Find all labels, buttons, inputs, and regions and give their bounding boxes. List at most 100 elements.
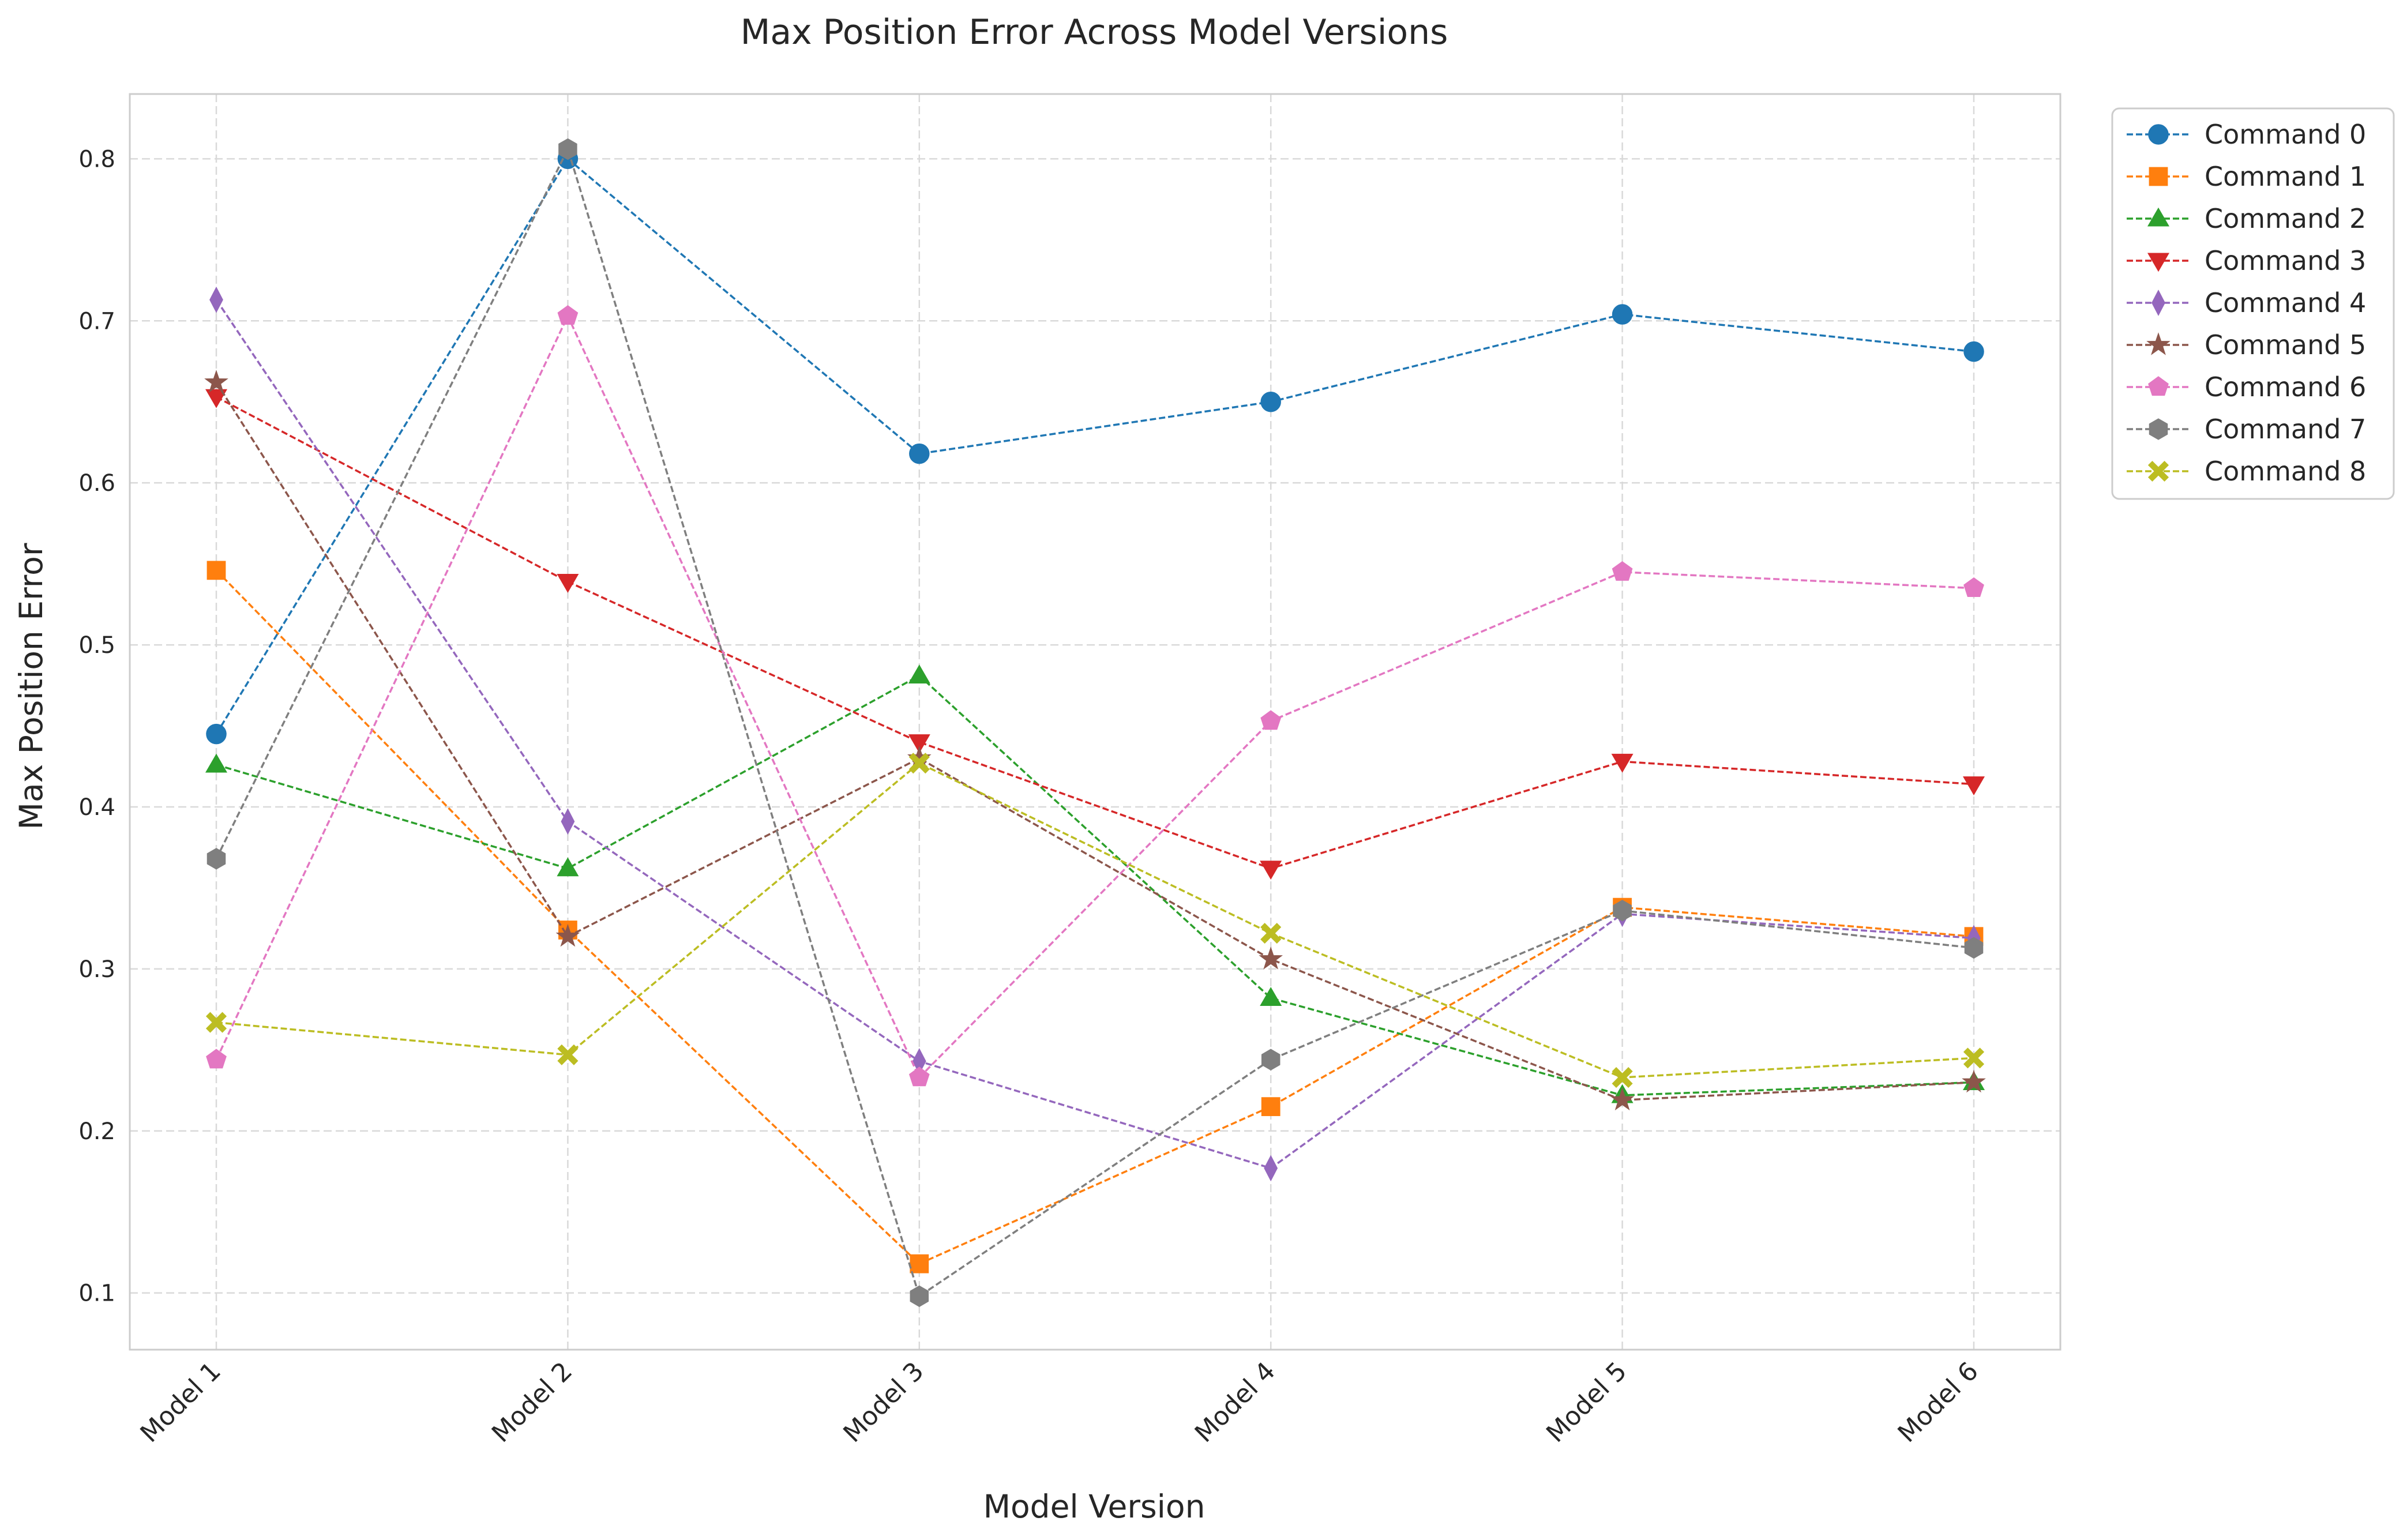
legend-label: Command 4 — [2205, 287, 2366, 318]
data-point — [1612, 304, 1633, 325]
x-tick-label: Model 3 — [838, 1357, 929, 1448]
data-point — [205, 389, 228, 408]
series-line — [215, 146, 1974, 1298]
data-point — [1962, 1069, 1986, 1093]
data-point — [206, 561, 226, 580]
y-axis-label: Max Position Error — [13, 543, 50, 829]
data-point — [1261, 1097, 1281, 1117]
data-point — [1612, 561, 1633, 581]
y-tick-label: 0.3 — [78, 956, 115, 983]
y-tick-label: 0.7 — [78, 308, 115, 335]
y-tick-label: 0.6 — [78, 470, 115, 497]
legend-marker — [2149, 418, 2168, 440]
legend-marker — [2148, 124, 2169, 145]
series-6 — [206, 305, 1984, 1087]
y-tick-label: 0.1 — [78, 1280, 115, 1307]
legend-item: Command 6 — [2127, 371, 2366, 403]
data-point — [1610, 1087, 1635, 1111]
data-point — [1264, 1155, 1278, 1182]
data-point — [205, 753, 228, 773]
data-point — [206, 723, 227, 745]
data-point — [1963, 341, 1984, 362]
x-tick-label: Model 4 — [1189, 1357, 1281, 1448]
legend-label: Command 8 — [2205, 456, 2366, 487]
series-line — [215, 299, 1974, 1170]
data-point — [1259, 946, 1283, 970]
legend-frame — [2111, 107, 2395, 500]
data-point — [908, 664, 930, 683]
data-point — [557, 574, 579, 593]
legend-item: Command 0 — [2127, 119, 2366, 150]
x-tick-label: Model 1 — [135, 1357, 227, 1448]
series-0 — [206, 148, 1984, 745]
grid — [130, 94, 2060, 1350]
data-point — [204, 370, 228, 393]
legend-item: Command 2 — [2127, 203, 2366, 234]
legend-marker — [2147, 460, 2169, 482]
series-5 — [204, 370, 1986, 1111]
legend-marker — [2148, 376, 2169, 396]
legend-label: Command 0 — [2205, 119, 2366, 150]
data-point — [910, 1285, 929, 1308]
series-7 — [206, 138, 1984, 1308]
legend-label: Command 3 — [2205, 245, 2366, 276]
data-point — [1963, 577, 1984, 597]
legend-marker — [2146, 332, 2171, 355]
data-point — [209, 286, 223, 313]
y-tick-label: 0.2 — [78, 1118, 115, 1145]
series-line — [216, 396, 1974, 870]
data-point — [205, 1012, 227, 1033]
data-point — [206, 1049, 227, 1069]
series-line — [216, 674, 1974, 1096]
data-point — [1963, 1047, 1985, 1069]
series-line — [215, 569, 1974, 1265]
legend-item: Command 1 — [2127, 161, 2366, 192]
x-tick-label: Model 5 — [1541, 1357, 1632, 1448]
chart-title: Max Position Error Across Model Versions — [741, 12, 1448, 52]
legend-item: Command 4 — [2127, 287, 2366, 318]
x-tick-label: Model 2 — [486, 1357, 578, 1448]
data-point — [1611, 753, 1634, 773]
data-point — [1260, 710, 1282, 730]
data-point — [558, 138, 577, 160]
legend-marker — [2149, 167, 2168, 186]
y-tick-label: 0.5 — [78, 632, 115, 659]
data-point — [555, 923, 580, 947]
x-axis-label: Model Version — [983, 1488, 1206, 1525]
y-tick-label: 0.8 — [78, 146, 115, 172]
legend-item: Command 5 — [2127, 329, 2366, 360]
y-axis-ticks: 0.1 0.2 0.3 0.4 0.5 0.6 0.7 0.8 — [78, 146, 115, 1306]
legend-label: Command 2 — [2205, 203, 2366, 234]
data-point — [1613, 900, 1632, 922]
legend-marker — [2147, 207, 2170, 227]
data-point — [1260, 987, 1282, 1006]
series-line — [215, 382, 1974, 1102]
plot-area — [129, 93, 2061, 1351]
data-point — [561, 808, 575, 835]
legend-label: Command 7 — [2205, 414, 2366, 445]
series-1 — [206, 561, 1984, 1274]
x-axis-ticks: Model 1 Model 2 Model 3 Model 4 Model 5 Model… — [135, 1357, 1984, 1448]
series-2 — [205, 664, 1985, 1103]
legend-item: Command 8 — [2127, 456, 2366, 487]
legend-marker — [2151, 290, 2165, 316]
y-tick-label: 0.4 — [78, 794, 115, 821]
legend-marker — [2147, 253, 2170, 272]
data-point — [557, 1044, 579, 1065]
x-tick-label: Model 6 — [1892, 1357, 1984, 1448]
series-line — [216, 762, 1974, 1079]
legend-label: Command 6 — [2205, 371, 2366, 403]
series-line — [215, 157, 1974, 735]
legend-label: Command 1 — [2205, 161, 2366, 192]
data-point — [557, 857, 579, 877]
series-3 — [205, 389, 1985, 880]
series-4 — [209, 286, 1981, 1182]
data-point — [1261, 1049, 1281, 1071]
series-8 — [205, 753, 1985, 1088]
data-point — [908, 734, 930, 753]
data-point — [1260, 861, 1282, 880]
legend: Command 0 Command 1 Command 2 Command 3 Comm… — [2111, 107, 2395, 500]
series-line — [215, 313, 1974, 1080]
data-point — [1260, 923, 1282, 944]
